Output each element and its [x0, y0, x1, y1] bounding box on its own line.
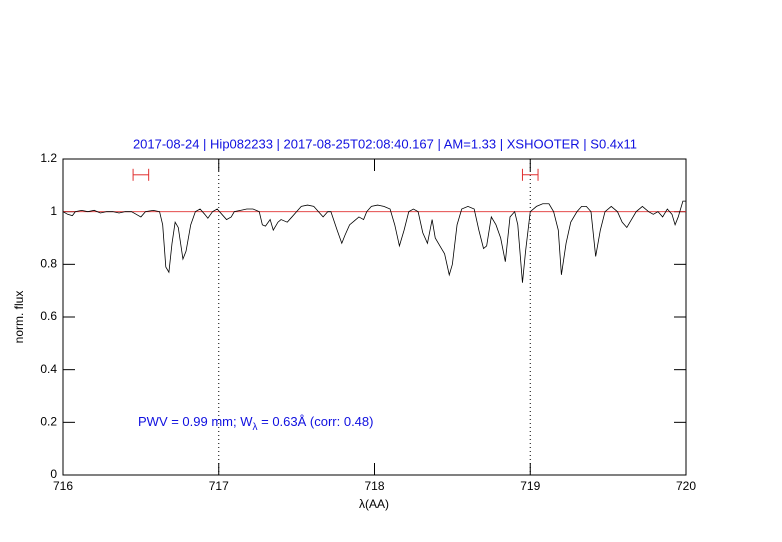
spectrum-line [62, 200, 686, 283]
y-tick-label: 0 [50, 467, 57, 481]
y-tick-label: 0.8 [40, 257, 57, 271]
x-tick-label: 719 [520, 479, 540, 493]
annotation-text: PWV = 0.99 mm; W [138, 414, 253, 429]
annotation-text: = 0.63Å (corr: 0.48) [258, 414, 374, 429]
y-tick-label: 0.6 [40, 309, 57, 323]
chart-title: 2017-08-24 | Hip082233 | 2017-08-25T02:0… [133, 136, 637, 151]
y-tick-label: 0.2 [40, 415, 57, 429]
x-tick-label: 716 [53, 479, 73, 493]
y-axis-label: norm. flux [12, 291, 26, 344]
x-tick-label: 720 [676, 479, 696, 493]
y-tick-label: 1.2 [40, 151, 57, 165]
y-tick-label: 0.4 [40, 362, 57, 376]
y-tick-label: 1 [50, 204, 57, 218]
x-tick-label: 718 [364, 479, 384, 493]
annotation: PWV = 0.99 mm; Wλ = 0.63Å (corr: 0.48) [138, 414, 373, 432]
annotation-subscript: λ [253, 422, 258, 433]
x-tick-label: 717 [209, 479, 229, 493]
x-axis-label: λ(AA) [359, 497, 389, 511]
